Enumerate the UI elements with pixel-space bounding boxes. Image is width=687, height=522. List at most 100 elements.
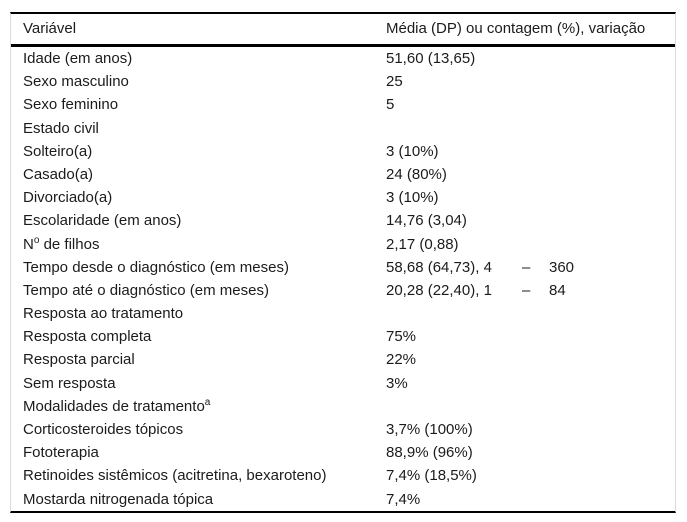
value-cell: 25 bbox=[386, 70, 675, 93]
variable-superscript: o bbox=[33, 234, 40, 246]
value-text: 3 (10%) bbox=[386, 189, 439, 207]
value-text: 3 (10%) bbox=[386, 142, 439, 160]
variable-label: Modalidades de tratamento bbox=[23, 397, 205, 415]
table-row: Resposta completa 75% bbox=[11, 325, 675, 348]
value-cell: 14,76 (3,04) bbox=[386, 209, 675, 232]
table-row: Solteiro(a) 3 (10%) bbox=[11, 140, 675, 163]
table-row: Casado(a) 24 (80%) bbox=[11, 163, 675, 186]
variable-label: Tempo até o diagnóstico (em meses) bbox=[23, 281, 269, 299]
variable-cell: Idade (em anos) bbox=[11, 47, 386, 70]
variable-label: Resposta ao tratamento bbox=[23, 305, 184, 323]
characteristics-table: Variável Média (DP) ou contagem (%), var… bbox=[10, 12, 676, 513]
variable-label: Resposta completa bbox=[23, 328, 152, 346]
variable-cell: Sexo feminino bbox=[11, 93, 386, 116]
value-text: 22% bbox=[386, 351, 417, 369]
variable-cell: Escolaridade (em anos) bbox=[11, 209, 386, 232]
variable-superscript: a bbox=[204, 396, 211, 408]
table-row: Resposta parcial 22% bbox=[11, 348, 675, 371]
table-row: Escolaridade (em anos) 14,76 (3,04) bbox=[11, 209, 675, 232]
value-cell: 5 bbox=[386, 93, 675, 116]
value-cell: 22% bbox=[386, 348, 675, 371]
table-row: No de filhos 2,17 (0,88) bbox=[11, 233, 675, 256]
variable-label: Sexo masculino bbox=[23, 73, 129, 91]
value-text: 51,60 (13,65) bbox=[386, 50, 476, 67]
table-row: Sexo feminino 5 bbox=[11, 93, 675, 116]
variable-cell: Sem resposta bbox=[11, 372, 386, 395]
value-text: 3% bbox=[386, 374, 408, 392]
table-row: Retinoides sistêmicos (acitretina, bexar… bbox=[11, 464, 675, 487]
table-row: Estado civil bbox=[11, 117, 675, 140]
value-text: 58,68 (64,73), 4 bbox=[386, 258, 492, 276]
value-text: 24 (80%) bbox=[386, 165, 447, 183]
value-text: 20,28 (22,40), 1 bbox=[386, 281, 492, 299]
value-text: 3,7% (100%) bbox=[386, 421, 473, 438]
value-cell: 88,9% (96%) bbox=[386, 441, 675, 464]
table-row: Modalidades de tratamentoa bbox=[11, 395, 675, 418]
variable-label: Resposta parcial bbox=[23, 351, 135, 369]
value-text: 88,9% (96%) bbox=[386, 444, 473, 462]
value-text: 14,76 (3,04) bbox=[386, 212, 467, 230]
variable-cell: Divorciado(a) bbox=[11, 186, 386, 209]
column-header-variable: Variável bbox=[23, 20, 77, 37]
variable-label: Corticosteroides tópicos bbox=[23, 421, 184, 438]
variable-cell: Estado civil bbox=[11, 117, 386, 140]
range-max: 360 bbox=[549, 258, 575, 276]
range-dash: – bbox=[522, 258, 531, 276]
variable-label: Fototerapia bbox=[23, 444, 99, 462]
table-header-row: Variável Média (DP) ou contagem (%), var… bbox=[11, 14, 675, 47]
value-cell: 3,7% (100%) bbox=[386, 418, 675, 441]
value-cell: 2,17 (0,88) bbox=[386, 233, 675, 256]
table-row: Idade (em anos) 51,60 (13,65) bbox=[11, 47, 675, 70]
column-header-value: Média (DP) ou contagem (%), variação bbox=[386, 20, 646, 37]
variable-label: Sexo feminino bbox=[23, 96, 119, 114]
variable-cell: Fototerapia bbox=[11, 441, 386, 464]
variable-label: Mostarda nitrogenada tópica bbox=[23, 490, 214, 508]
range-dash: – bbox=[522, 281, 531, 299]
value-cell: 75% bbox=[386, 325, 675, 348]
range-max: 84 bbox=[549, 281, 566, 299]
variable-cell: Casado(a) bbox=[11, 163, 386, 186]
variable-cell: No de filhos bbox=[11, 233, 386, 256]
value-cell: 7,4% bbox=[386, 488, 675, 511]
table-row: Tempo desde o diagnóstico (em meses) 58,… bbox=[11, 256, 675, 279]
variable-label: Casado(a) bbox=[23, 165, 94, 183]
variable-cell: Resposta parcial bbox=[11, 348, 386, 371]
variable-label: Estado civil bbox=[23, 119, 99, 137]
value-cell bbox=[386, 395, 675, 418]
variable-label: Divorciado(a) bbox=[23, 189, 113, 207]
variable-cell: Mostarda nitrogenada tópica bbox=[11, 488, 386, 511]
table-row: Fototerapia 88,9% (96%) bbox=[11, 441, 675, 464]
value-cell bbox=[386, 302, 675, 325]
variable-label: Idade (em anos) bbox=[23, 50, 133, 67]
value-text: 25 bbox=[386, 73, 403, 91]
value-cell bbox=[386, 117, 675, 140]
variable-label: Sem resposta bbox=[23, 374, 116, 392]
table-row: Mostarda nitrogenada tópica 7,4% bbox=[11, 488, 675, 511]
variable-cell: Tempo desde o diagnóstico (em meses) bbox=[11, 256, 386, 279]
table-row: Corticosteroides tópicos 3,7% (100%) bbox=[11, 418, 675, 441]
variable-cell: Solteiro(a) bbox=[11, 140, 386, 163]
value-cell: 3 (10%) bbox=[386, 140, 675, 163]
variable-cell: Retinoides sistêmicos (acitretina, bexar… bbox=[11, 464, 386, 487]
variable-label: Solteiro(a) bbox=[23, 142, 93, 160]
value-text: 2,17 (0,88) bbox=[386, 235, 459, 253]
value-cell: 58,68 (64,73), 4 –360 bbox=[386, 256, 675, 279]
variable-label: N bbox=[23, 235, 34, 253]
value-cell: 3% bbox=[386, 372, 675, 395]
table-row: Divorciado(a) 3 (10%) bbox=[11, 186, 675, 209]
table-row: Sem resposta 3% bbox=[11, 372, 675, 395]
table-row: Sexo masculino 25 bbox=[11, 70, 675, 93]
value-cell: 51,60 (13,65) bbox=[386, 47, 675, 70]
variable-cell: Sexo masculino bbox=[11, 70, 386, 93]
value-cell: 20,28 (22,40), 1 –84 bbox=[386, 279, 675, 302]
value-text: 7,4% (18,5%) bbox=[386, 467, 477, 485]
value-text: 5 bbox=[386, 96, 395, 114]
variable-cell: Corticosteroides tópicos bbox=[11, 418, 386, 441]
value-text: 75% bbox=[386, 328, 417, 346]
variable-label: Tempo desde o diagnóstico (em meses) bbox=[23, 258, 289, 276]
variable-cell: Modalidades de tratamentoa bbox=[11, 395, 386, 418]
value-cell: 7,4% (18,5%) bbox=[386, 464, 675, 487]
variable-label: Retinoides sistêmicos (acitretina, bexar… bbox=[23, 467, 327, 485]
variable-label: Escolaridade (em anos) bbox=[23, 212, 182, 230]
value-cell: 24 (80%) bbox=[386, 163, 675, 186]
